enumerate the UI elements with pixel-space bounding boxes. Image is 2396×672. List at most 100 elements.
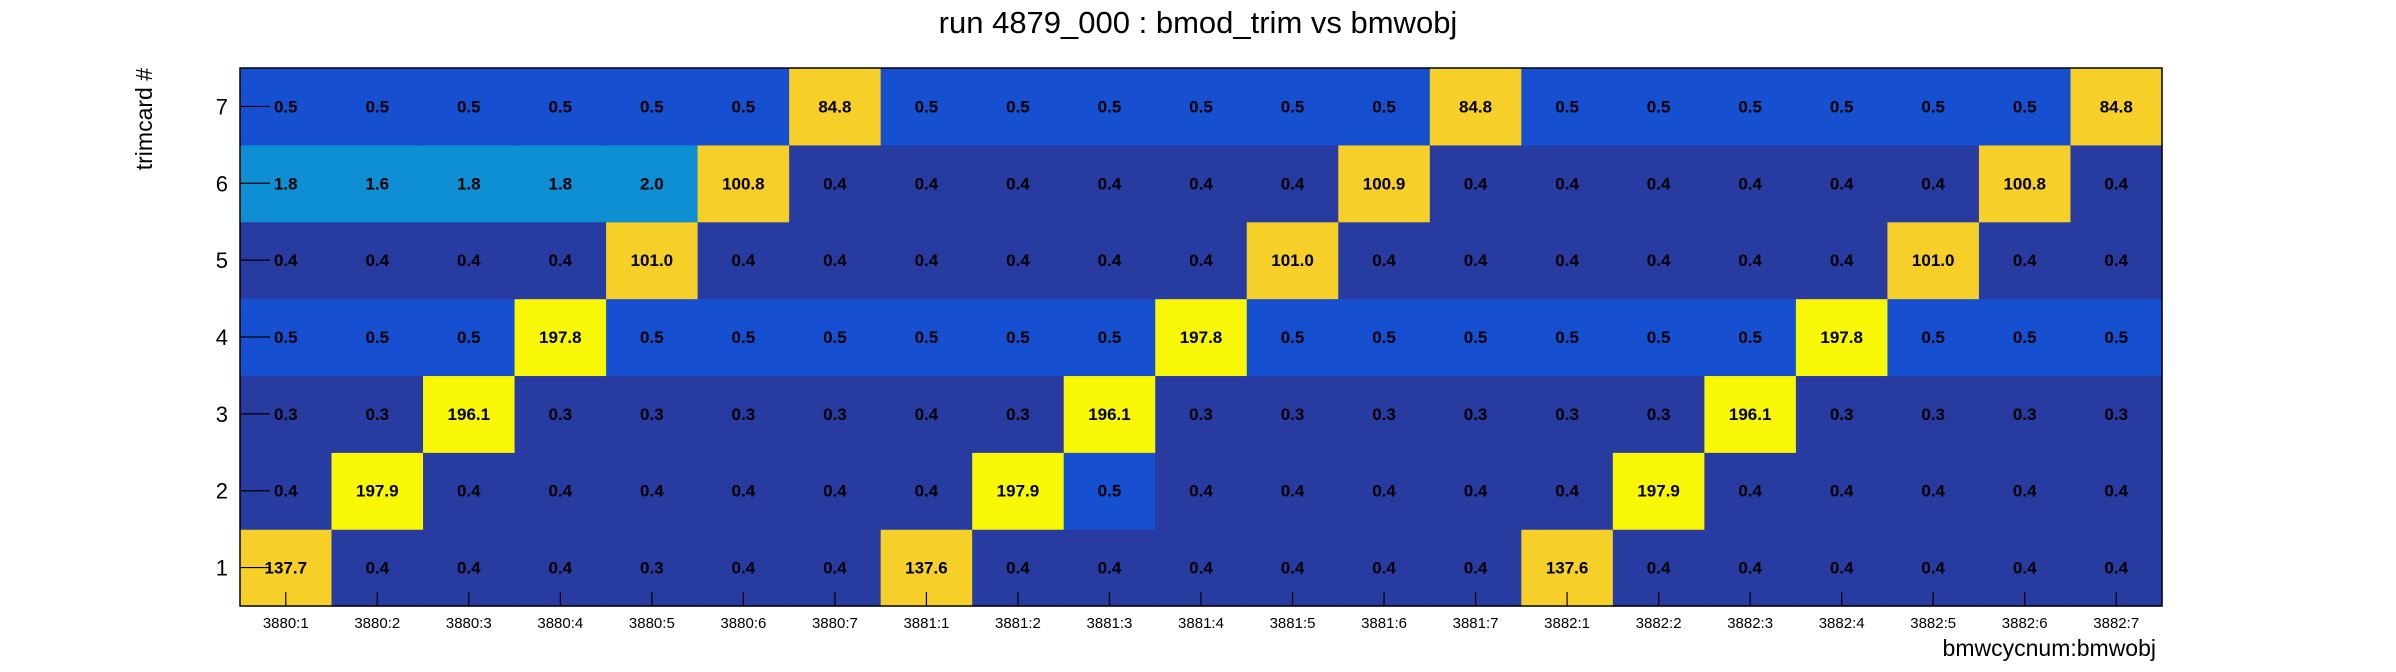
cell-value-label: 197.9 bbox=[1637, 482, 1680, 501]
heatmap-cell bbox=[697, 221, 790, 300]
heatmap-cell bbox=[1429, 452, 1522, 530]
cell-value-label: 0.4 bbox=[1555, 251, 1579, 270]
cell-value-label: 0.4 bbox=[1189, 559, 1213, 578]
heatmap-cell bbox=[1978, 298, 2072, 377]
cell-value-label: 196.1 bbox=[1729, 405, 1772, 424]
heatmap-cell bbox=[1063, 452, 1156, 530]
cell-value-label: 101.0 bbox=[631, 251, 674, 270]
cell-value-label: 0.3 bbox=[1464, 405, 1488, 424]
heatmap-cell bbox=[972, 144, 1065, 223]
cell-value-label: 0.4 bbox=[1555, 174, 1579, 193]
cell-value-label: 197.8 bbox=[1820, 328, 1863, 347]
heatmap-cell bbox=[1521, 375, 1614, 453]
heatmap-cell bbox=[1612, 375, 1705, 453]
heatmap-cell bbox=[1612, 68, 1705, 146]
cell-value-label: 0.3 bbox=[274, 405, 298, 424]
cell-value-label: 0.4 bbox=[1647, 174, 1671, 193]
heatmap-cell bbox=[1887, 298, 1980, 377]
cell-value-label: 0.4 bbox=[640, 482, 664, 501]
cell-value-label: 0.5 bbox=[1006, 328, 1030, 347]
cell-value-label: 0.5 bbox=[1738, 328, 1762, 347]
heatmap-cell bbox=[1521, 298, 1614, 377]
cell-value-label: 0.5 bbox=[1647, 328, 1671, 347]
cell-value-label: 0.5 bbox=[2013, 328, 2037, 347]
cell-value-label: 0.4 bbox=[549, 559, 573, 578]
heatmap-cell bbox=[1612, 298, 1705, 377]
heatmap-cell bbox=[1521, 68, 1614, 146]
heatmap-cell bbox=[606, 452, 699, 530]
cell-value-label: 0.5 bbox=[1098, 328, 1122, 347]
cell-value-label: 0.4 bbox=[1555, 482, 1579, 501]
heatmap-cell bbox=[972, 68, 1065, 146]
cell-value-label: 0.5 bbox=[915, 97, 939, 116]
cell-value-label: 0.4 bbox=[1921, 482, 1945, 501]
cell-value-label: 0.4 bbox=[1464, 482, 1488, 501]
heatmap-cell bbox=[1887, 221, 1980, 300]
heatmap-cell bbox=[514, 221, 607, 300]
heatmap-cell bbox=[514, 452, 607, 530]
heatmap-cell bbox=[697, 452, 790, 530]
cell-value-label: 100.8 bbox=[2003, 174, 2046, 193]
cell-value-label: 0.4 bbox=[1830, 251, 1854, 270]
x-tick-label: 3881:7 bbox=[1453, 615, 1499, 632]
cell-value-label: 0.4 bbox=[2104, 174, 2128, 193]
heatmap-cell bbox=[606, 375, 699, 453]
cell-value-label: 0.5 bbox=[274, 97, 298, 116]
cell-value-label: 0.5 bbox=[1006, 97, 1030, 116]
heatmap-cell bbox=[1155, 221, 1248, 300]
cell-value-label: 0.4 bbox=[1738, 559, 1762, 578]
cell-value-label: 0.3 bbox=[1006, 405, 1030, 424]
cell-value-label: 0.5 bbox=[823, 328, 847, 347]
cell-value-label: 84.8 bbox=[1459, 97, 1492, 116]
cell-value-label: 0.4 bbox=[2013, 482, 2037, 501]
cell-value-label: 0.4 bbox=[1281, 174, 1305, 193]
heatmap-cell bbox=[423, 298, 516, 377]
heatmap-cell bbox=[1704, 452, 1797, 530]
heatmap-cell bbox=[1246, 298, 1339, 377]
heatmap-cell bbox=[1795, 298, 1889, 377]
cell-value-label: 0.5 bbox=[915, 328, 939, 347]
heatmap-cell bbox=[1887, 452, 1980, 530]
x-tick-label: 3880:6 bbox=[720, 615, 766, 632]
cell-value-label: 0.5 bbox=[732, 328, 756, 347]
heatmap-cell bbox=[1338, 298, 1431, 377]
heatmap-cell bbox=[1978, 452, 2072, 530]
heatmap-cell bbox=[972, 298, 1065, 377]
cell-value-label: 0.5 bbox=[1281, 328, 1305, 347]
x-tick-label: 3882:1 bbox=[1544, 615, 1590, 632]
cell-value-label: 0.3 bbox=[640, 405, 664, 424]
heatmap-cell bbox=[1978, 144, 2072, 223]
x-tick-label: 3881:6 bbox=[1361, 615, 1407, 632]
cell-value-label: 0.4 bbox=[1464, 559, 1488, 578]
heatmap-cell bbox=[1521, 221, 1614, 300]
cell-value-label: 197.9 bbox=[356, 482, 399, 501]
heatmap-cell bbox=[697, 68, 790, 146]
heatmap-cell bbox=[1978, 375, 2072, 453]
heatmap-cell bbox=[880, 452, 973, 530]
cell-value-label: 197.8 bbox=[1180, 328, 1223, 347]
cell-value-label: 0.3 bbox=[2104, 405, 2128, 424]
x-tick-label: 3881:4 bbox=[1178, 615, 1224, 632]
cell-value-label: 0.5 bbox=[1098, 482, 1122, 501]
cell-value-label: 101.0 bbox=[1271, 251, 1314, 270]
cell-value-label: 0.5 bbox=[732, 97, 756, 116]
y-tick-label: 1 bbox=[216, 556, 228, 581]
cell-value-label: 0.3 bbox=[549, 405, 573, 424]
cell-value-label: 0.4 bbox=[2013, 251, 2037, 270]
cell-value-label: 0.3 bbox=[823, 405, 847, 424]
cell-value-label: 0.5 bbox=[1555, 328, 1579, 347]
heatmap-cell bbox=[1704, 68, 1797, 146]
x-tick-label: 3881:3 bbox=[1087, 615, 1133, 632]
y-tick-label: 6 bbox=[216, 171, 228, 196]
heatmap-cell bbox=[331, 68, 424, 146]
cell-value-label: 0.5 bbox=[1372, 97, 1396, 116]
cell-value-label: 0.4 bbox=[732, 559, 756, 578]
cell-value-label: 0.4 bbox=[1921, 559, 1945, 578]
cell-value-label: 0.4 bbox=[1098, 174, 1122, 193]
x-tick-label: 3880:4 bbox=[537, 615, 583, 632]
x-axis-title: bmwcycnum:bmwobj bbox=[1943, 635, 2156, 661]
cell-value-label: 0.5 bbox=[640, 328, 664, 347]
cell-value-label: 0.4 bbox=[274, 482, 298, 501]
heatmap-cell bbox=[789, 144, 882, 223]
cell-value-label: 0.4 bbox=[457, 251, 481, 270]
